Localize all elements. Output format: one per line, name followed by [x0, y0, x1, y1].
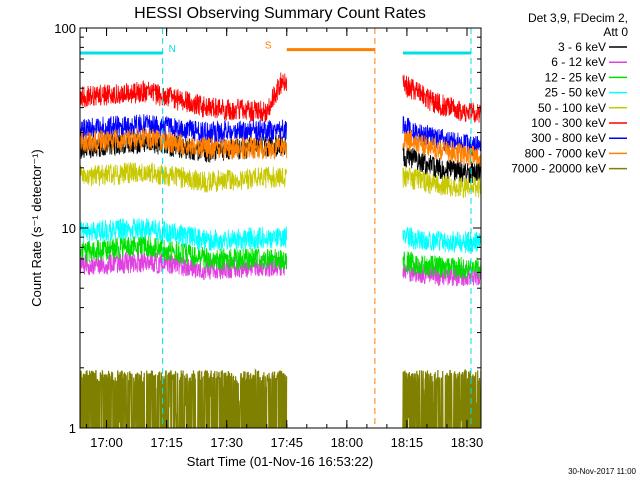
y-tick-label: 10 — [62, 221, 76, 236]
chart-title: HESSI Observing Summary Count Rates — [134, 5, 426, 22]
x-tick-label: 17:15 — [150, 435, 183, 450]
legend-label: 25 - 50 keV — [545, 86, 606, 100]
series-7000-20000keV — [80, 368, 481, 428]
series-100-300keV — [80, 72, 481, 123]
series-800-7000keV — [80, 127, 481, 167]
legend-entry: 6 - 12 keV — [551, 55, 627, 69]
series-50-100keV — [80, 162, 481, 198]
legend-entry: 12 - 25 keV — [545, 70, 627, 84]
legend-label: 3 - 6 keV — [558, 40, 606, 54]
legend-entry: 25 - 50 keV — [545, 86, 627, 100]
legend-entry: 100 - 300 keV — [531, 116, 627, 130]
footer-timestamp: 30-Nov-2017 11:00 — [568, 467, 636, 476]
legend-label: 50 - 100 keV — [538, 101, 606, 115]
observing-flag-0: N — [80, 44, 176, 55]
legend-label: 6 - 12 keV — [551, 55, 606, 69]
observing-flag-label: N — [169, 44, 176, 55]
legend-entry: 800 - 7000 keV — [525, 146, 627, 160]
legend-entry: 3 - 6 keV — [558, 40, 627, 54]
legend-header-line-2: Att 0 — [603, 25, 628, 39]
legend-label: 7000 - 20000 keV — [511, 162, 606, 176]
x-tick-label: 17:00 — [90, 435, 123, 450]
series-25-50keV — [80, 217, 481, 254]
x-axis-label: Start Time (01-Nov-16 16:53:22) — [187, 454, 373, 469]
y-tick-label: 1 — [69, 421, 76, 436]
observing-flag-label: S — [265, 41, 272, 52]
legend-label: 12 - 25 keV — [545, 70, 606, 84]
x-tick-label: 18:15 — [391, 435, 424, 450]
x-tick-label: 17:30 — [210, 435, 243, 450]
x-tick-label: 17:45 — [271, 435, 304, 450]
legend-label: 100 - 300 keV — [531, 116, 606, 130]
legend-header-line-1: Det 3,9, FDecim 2, — [528, 11, 628, 25]
legend-entry: 50 - 100 keV — [538, 101, 627, 115]
legend-label: 800 - 7000 keV — [525, 146, 606, 160]
y-tick-label: 100 — [54, 21, 76, 36]
observing-flag-1: S — [265, 41, 375, 52]
legend-label: 300 - 800 keV — [531, 131, 606, 145]
series-12-25keV — [80, 234, 481, 279]
x-tick-label: 18:30 — [451, 435, 484, 450]
legend-entry: 300 - 800 keV — [531, 131, 627, 145]
legend-entry: 7000 - 20000 keV — [511, 162, 627, 176]
y-axis-label: Count Rate (s⁻¹ detector⁻¹) — [29, 149, 44, 307]
x-tick-label: 18:00 — [331, 435, 364, 450]
series-3-6keV — [80, 132, 481, 184]
